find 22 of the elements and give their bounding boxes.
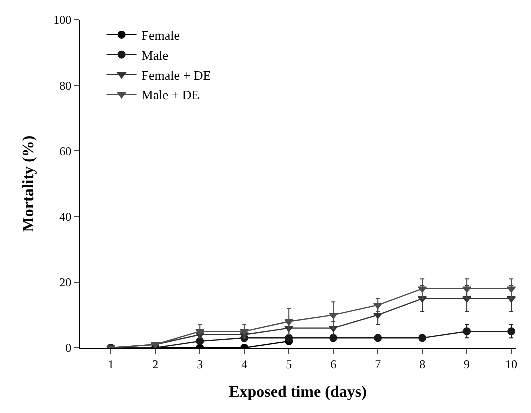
x-tick-label: 5 xyxy=(286,357,292,372)
y-axis-title: Mortality (%) xyxy=(20,136,38,232)
y-tick-label: 80 xyxy=(60,78,72,93)
legend-label: Male + DE xyxy=(142,88,200,103)
legend-label: Male xyxy=(142,48,169,63)
x-tick-label: 6 xyxy=(330,357,337,372)
x-tick-label: 4 xyxy=(242,357,248,372)
legend-label: Female + DE xyxy=(142,68,212,83)
y-tick-label: 100 xyxy=(54,13,72,28)
y-tick-label: 0 xyxy=(66,341,72,356)
x-tick-label: 9 xyxy=(464,357,470,372)
x-tick-label: 10 xyxy=(506,357,518,372)
x-tick-label: 7 xyxy=(375,357,382,372)
x-axis-title: Exposed time (days) xyxy=(229,384,367,402)
y-tick-label: 20 xyxy=(60,276,72,290)
x-tick-label: 1 xyxy=(108,357,114,372)
x-tick-label: 8 xyxy=(420,357,426,372)
y-tick-label: 40 xyxy=(60,210,72,224)
legend-label: Female xyxy=(142,28,180,44)
y-tick-label: 60 xyxy=(60,144,72,158)
x-tick-label: 2 xyxy=(152,357,159,372)
x-tick-label: 3 xyxy=(197,357,204,372)
